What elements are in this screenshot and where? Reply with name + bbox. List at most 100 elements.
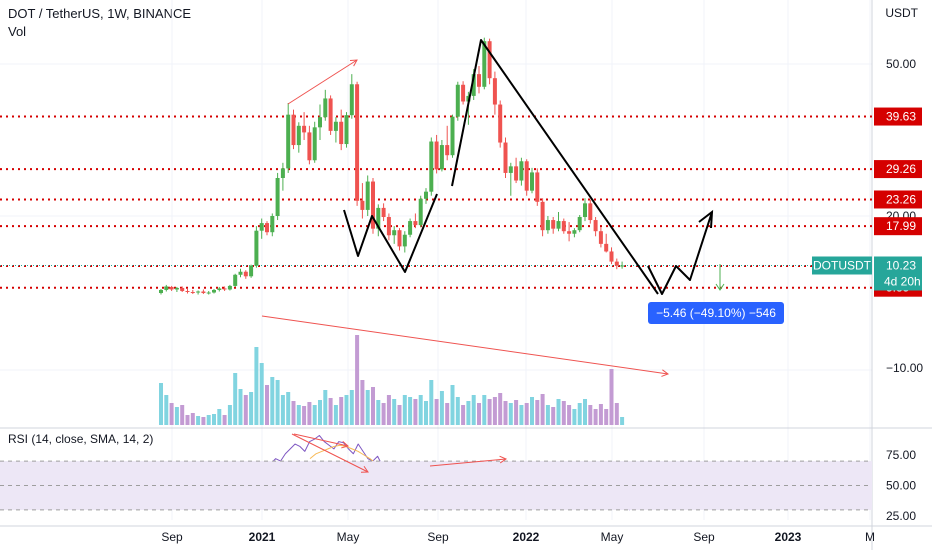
volume-bar [477, 403, 481, 425]
volume-bar [530, 397, 534, 425]
candle-body [280, 168, 285, 178]
candle-body [598, 231, 603, 244]
volume-bar [371, 387, 375, 425]
volume-bar [535, 400, 540, 425]
volume-bar [418, 395, 423, 425]
volume-bar [450, 385, 455, 425]
candle-body [508, 166, 513, 173]
volume-bar [429, 380, 434, 425]
symbol-tag-label: DOTUSDT [813, 259, 872, 273]
candle-body [381, 207, 386, 218]
candle-body [286, 114, 291, 169]
double-bottom-pattern [343, 193, 438, 273]
trend-arrow-up [287, 59, 358, 105]
candle-body [429, 141, 434, 192]
volume-bar [333, 405, 338, 425]
volume-bar [296, 405, 301, 425]
candle-body [169, 286, 174, 290]
volume-bar [439, 391, 444, 425]
candle-body [567, 231, 572, 234]
candle-body [545, 220, 550, 231]
rsi-indicator-label: RSI (14, close, SMA, 14, 2) [8, 432, 154, 446]
volume-bar [180, 405, 185, 425]
volume-bar [386, 395, 391, 425]
candle-body [259, 223, 264, 231]
volume-bar [593, 409, 598, 425]
candle-body [275, 178, 280, 216]
candle-body [413, 221, 418, 226]
candle-body [201, 291, 206, 294]
candle-body [540, 201, 545, 231]
candle-body [561, 221, 566, 232]
candle-body [519, 161, 524, 181]
volume-bar [254, 347, 259, 425]
volume-bar [159, 383, 163, 425]
price-tick: 50.00 [886, 57, 916, 71]
candle-body [270, 216, 275, 233]
volume-bar [349, 390, 354, 425]
current-price-tag [874, 256, 922, 291]
trend-line [451, 39, 659, 295]
candle-body [339, 121, 344, 145]
volume-bar [514, 400, 519, 425]
volume-bar [413, 399, 418, 425]
time-tick: Sep [427, 530, 449, 544]
rsi-divergence-arrow-head [499, 455, 508, 464]
horizontal-levels [0, 115, 872, 289]
volume-bar [620, 417, 625, 425]
level-price-label: 23.26 [886, 192, 916, 206]
volume-bar [588, 405, 593, 425]
candle-body [233, 274, 238, 286]
symbol-tag [812, 256, 872, 275]
candle-body [217, 288, 222, 290]
time-tick: M [865, 530, 875, 544]
volume-bar [344, 395, 349, 425]
projected-path [647, 211, 713, 295]
rsi-divergence-arrow [293, 433, 349, 447]
measurement-label: −5.46 (−49.10%) −546 [656, 306, 776, 320]
volume-bar [265, 385, 269, 425]
level-price-label: 29.26 [886, 162, 916, 176]
candle-body [296, 125, 301, 146]
candle-body [312, 127, 317, 161]
candle-body [360, 200, 365, 210]
candle-body [291, 114, 296, 146]
volume-bar [397, 405, 402, 425]
volume-bar [604, 409, 609, 425]
candle-body [323, 98, 328, 118]
volume-bar [577, 403, 582, 425]
volume-bar [445, 403, 450, 425]
time-tick: Sep [693, 530, 715, 544]
volume-bar [312, 405, 317, 425]
volume-bar [323, 390, 328, 425]
volume-bar [360, 380, 365, 425]
candle-body [190, 292, 195, 293]
candle-body [402, 234, 407, 247]
volume-bar [355, 335, 360, 425]
volume-bar [307, 402, 312, 425]
volume-bar [455, 397, 460, 425]
volume-bar [190, 413, 195, 425]
candle-body [392, 230, 397, 236]
candle-body [572, 230, 577, 234]
volume-bar [206, 415, 211, 425]
volume-bar [567, 405, 572, 425]
candle-body [535, 172, 540, 202]
volume-indicator-label: Vol [8, 24, 27, 39]
volume-bar [614, 403, 619, 425]
candle-body [530, 172, 534, 191]
candlesticks [159, 37, 625, 295]
rsi-tick: 50.00 [886, 479, 916, 493]
volume-bar [212, 414, 216, 425]
candle-body [212, 289, 216, 293]
drawings-layer: −5.46 (−49.10%) −546 [231, 39, 784, 511]
volume-bar [561, 401, 566, 425]
volume-bar [238, 389, 243, 425]
candle-body [376, 207, 381, 229]
candle-body [386, 217, 391, 236]
volume-bar [196, 416, 201, 425]
volume-bar [609, 369, 614, 425]
volume-bar [503, 401, 508, 425]
volume-bar [466, 401, 471, 425]
